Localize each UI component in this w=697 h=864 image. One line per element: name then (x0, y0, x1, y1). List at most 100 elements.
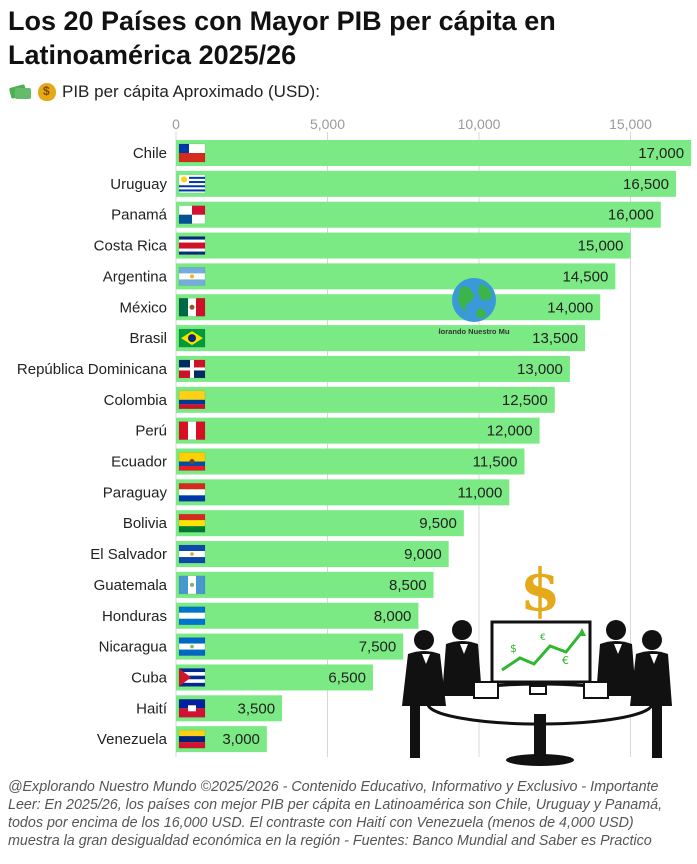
flag-border (178, 174, 206, 194)
data-label: 8,500 (389, 577, 427, 594)
data-label: 3,000 (222, 731, 260, 748)
flag-border (178, 267, 206, 286)
bar (176, 386, 555, 413)
paraguay-flag-icon (179, 483, 205, 502)
category-label: Honduras (102, 608, 167, 625)
data-label: 7,500 (359, 639, 397, 656)
data-label: 8,000 (374, 608, 412, 625)
nicaragua-flag-icon (179, 637, 205, 656)
flag-border (178, 390, 206, 410)
chile-flag-icon (179, 144, 205, 162)
bar (176, 417, 540, 444)
bar (176, 633, 404, 660)
bar (176, 510, 464, 537)
guatemala-flag-icon (179, 575, 205, 594)
category-label: Chile (133, 145, 167, 162)
haiti-flag-icon (179, 699, 205, 718)
bar (176, 448, 525, 475)
x-tick-label: 15,000 (609, 116, 652, 132)
data-label: 16,000 (608, 207, 654, 224)
footer-note: @Explorando Nuestro Mundo ©2025/2026 - C… (8, 779, 663, 849)
data-label: 16,500 (623, 176, 669, 193)
flag-border (178, 236, 206, 255)
category-label: Brasil (129, 330, 167, 347)
dollar-icon: $ (520, 556, 561, 624)
category-label: Uruguay (110, 176, 167, 193)
costa-rica-flag-icon (179, 236, 205, 255)
dominican-republic-flag-icon (179, 359, 205, 378)
flag-border (178, 452, 206, 471)
venezuela-flag-icon (179, 730, 205, 749)
category-label: Haití (136, 700, 168, 717)
bar (176, 664, 373, 691)
flag-border (178, 575, 206, 595)
x-tick-label: 10,000 (458, 116, 501, 132)
flag-border (178, 205, 206, 224)
category-label: México (119, 299, 167, 316)
category-label: Paraguay (103, 484, 168, 501)
money-bag-icon (8, 84, 32, 100)
el-salvador-flag-icon (179, 545, 205, 564)
peru-flag-icon (179, 421, 205, 440)
flag-border (178, 668, 206, 687)
mexico-flag-icon (179, 298, 205, 317)
flag-border (178, 606, 206, 626)
category-label: El Salvador (90, 546, 167, 563)
chart-title: Los 20 Países con Mayor PIB per cápita e… (8, 6, 556, 70)
category-label: Panamá (111, 207, 168, 224)
business-meeting-illustration: $ € € (402, 620, 672, 766)
bar (176, 201, 661, 228)
logo-text: Explorando Nuestro Mundo (438, 327, 510, 336)
bar (176, 355, 570, 382)
flag-border (178, 483, 206, 502)
bar (176, 602, 419, 629)
data-label: 14,500 (562, 268, 608, 285)
ecuador-flag-icon (179, 452, 205, 471)
data-label: 6,500 (328, 669, 366, 686)
flag-border (178, 297, 206, 317)
colombia-flag-icon (179, 390, 205, 409)
cuba-flag-icon (179, 668, 205, 687)
data-label: 11,000 (458, 484, 503, 501)
data-label: 13,000 (517, 361, 563, 378)
bar (176, 325, 586, 352)
category-label: Colombia (104, 392, 168, 409)
category-label: Venezuela (97, 731, 168, 748)
x-tick-label: 5,000 (310, 116, 345, 132)
category-label: República Dominicana (17, 361, 168, 378)
category-label: Guatemala (94, 577, 168, 594)
flag-border (178, 328, 206, 348)
flag-border (178, 698, 206, 718)
data-label: 13,500 (532, 330, 578, 347)
honduras-flag-icon (179, 606, 205, 625)
svg-text:€: € (562, 654, 569, 667)
bar (176, 294, 601, 321)
flag-border (178, 143, 206, 163)
argentina-flag-icon (179, 267, 205, 286)
bar (176, 571, 434, 598)
uruguay-flag-icon (179, 174, 205, 193)
flag-border (178, 729, 206, 749)
category-label: Argentina (103, 268, 168, 285)
bar (176, 479, 510, 506)
panama-flag-icon (179, 205, 205, 224)
bar-chart: 0 5,000 10,000 15,000 Chile 17,000 Uruguay 16,5… (17, 116, 692, 757)
category-label: Ecuador (111, 454, 167, 471)
bar (176, 170, 676, 197)
flag-border (178, 513, 206, 533)
data-label: 12,500 (502, 392, 548, 409)
category-label: Costa Rica (94, 238, 168, 255)
category-label: Perú (135, 423, 167, 440)
flag-border (178, 637, 206, 656)
bar (176, 541, 449, 568)
globe-icon: Explorando Nuestro Mundo (438, 278, 510, 336)
flag-border (178, 544, 206, 564)
data-label: 9,500 (419, 515, 457, 532)
data-label: 14,000 (547, 299, 593, 316)
data-label: 9,000 (404, 546, 442, 563)
category-label: Cuba (131, 669, 168, 686)
svg-text:$: $ (510, 642, 517, 655)
brazil-flag-icon (179, 329, 205, 348)
bar (176, 263, 616, 290)
x-tick-label: 0 (172, 116, 180, 132)
